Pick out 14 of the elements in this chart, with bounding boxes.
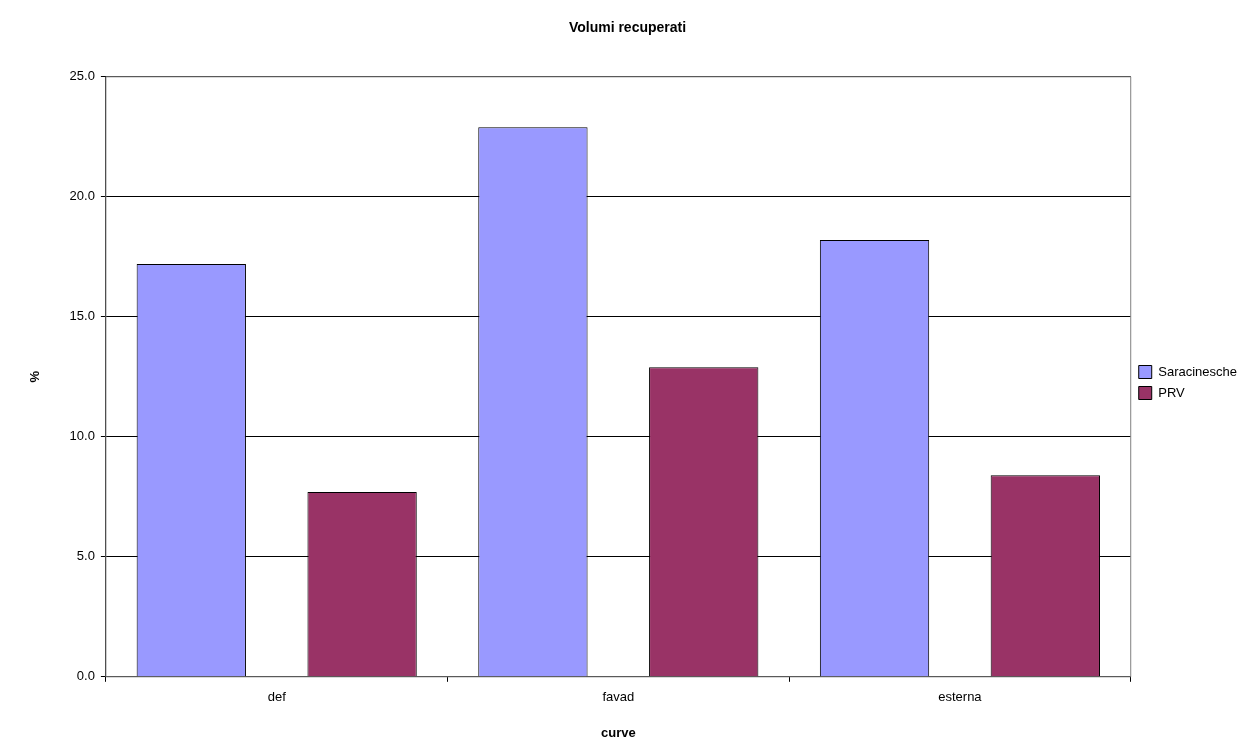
x-tick-label: def xyxy=(267,689,287,705)
legend-label: Saracinesche xyxy=(1158,363,1238,379)
chart-title: Volumi recuperati xyxy=(568,19,687,36)
y-tick-label: 10.0 xyxy=(69,428,95,444)
y-tick-label: 5.0 xyxy=(76,548,95,564)
y-tick-label: 15.0 xyxy=(69,308,95,324)
y-tick-label: 25.0 xyxy=(69,68,95,84)
y-tick-label: 20.0 xyxy=(69,188,95,204)
x-tick-label: favad xyxy=(602,689,635,705)
legend-label: PRV xyxy=(1158,384,1186,400)
y-tick-label: 0.0 xyxy=(76,668,95,684)
x-axis-title: curve xyxy=(600,724,636,740)
y-axis-title: % xyxy=(27,370,43,383)
x-tick-label: esterna xyxy=(938,689,983,705)
